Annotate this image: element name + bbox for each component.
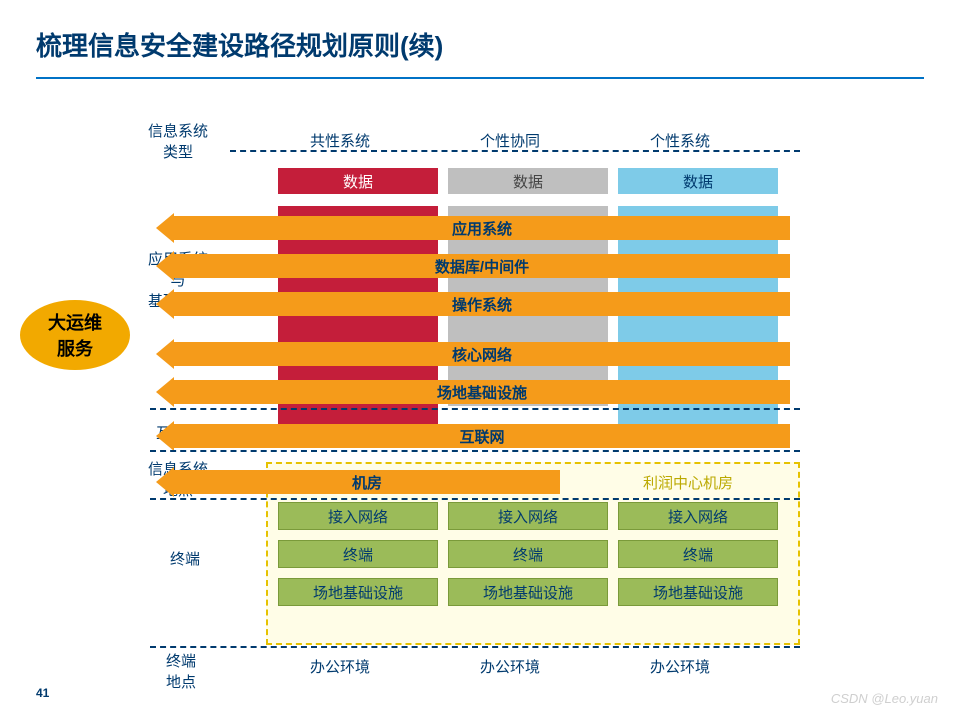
green-0-1: 接入网络 (448, 502, 608, 530)
arrow-site-infra: 场地基础设施 (174, 380, 790, 404)
row-label-terminal-location: 终端 地点 (166, 650, 196, 692)
row-label-terminal: 终端 (170, 548, 200, 569)
row-label-system-type: 信息系统 类型 (148, 120, 208, 162)
bg-col-2 (618, 206, 778, 446)
col-header-1: 个性协同 (480, 130, 540, 151)
bg-col-0 (278, 206, 438, 446)
watermark: CSDN @Leo.yuan (831, 691, 938, 706)
arrow-internet: 互联网 (174, 424, 790, 448)
green-2-0: 场地基础设施 (278, 578, 438, 606)
profit-center-room: 利润中心机房 (588, 470, 788, 494)
green-1-1: 终端 (448, 540, 608, 568)
dash-2 (150, 450, 800, 452)
data-cell-2: 数据 (618, 168, 778, 194)
green-2-2: 场地基础设施 (618, 578, 778, 606)
data-cell-1: 数据 (448, 168, 608, 194)
green-1-2: 终端 (618, 540, 778, 568)
office-env-2: 办公环境 (650, 656, 710, 677)
col-header-2: 个性系统 (650, 130, 710, 151)
architecture-diagram: 大运维 服务 信息系统 类型 应用系统 与 基础设施 互联网 信息系统 地点 终… (30, 108, 930, 683)
green-2-1: 场地基础设施 (448, 578, 608, 606)
ops-service-badge: 大运维 服务 (20, 300, 130, 370)
arrow-db-middleware: 数据库/中间件 (174, 254, 790, 278)
title-underline (36, 77, 924, 79)
dash-0 (230, 150, 800, 152)
page-title: 梳理信息安全建设路径规划原则(续) (0, 0, 960, 73)
arrow-core-network: 核心网络 (174, 342, 790, 366)
dash-1 (150, 408, 800, 410)
arrow-machine-room: 机房 (174, 470, 560, 494)
green-0-0: 接入网络 (278, 502, 438, 530)
badge-label: 大运维 服务 (48, 309, 102, 361)
dash-4 (150, 646, 800, 648)
green-1-0: 终端 (278, 540, 438, 568)
office-env-0: 办公环境 (310, 656, 370, 677)
green-0-2: 接入网络 (618, 502, 778, 530)
office-env-1: 办公环境 (480, 656, 540, 677)
dash-3 (150, 498, 800, 500)
arrow-app-system: 应用系统 (174, 216, 790, 240)
page-number: 41 (36, 686, 49, 700)
data-cell-0: 数据 (278, 168, 438, 194)
col-header-0: 共性系统 (310, 130, 370, 151)
arrow-os: 操作系统 (174, 292, 790, 316)
